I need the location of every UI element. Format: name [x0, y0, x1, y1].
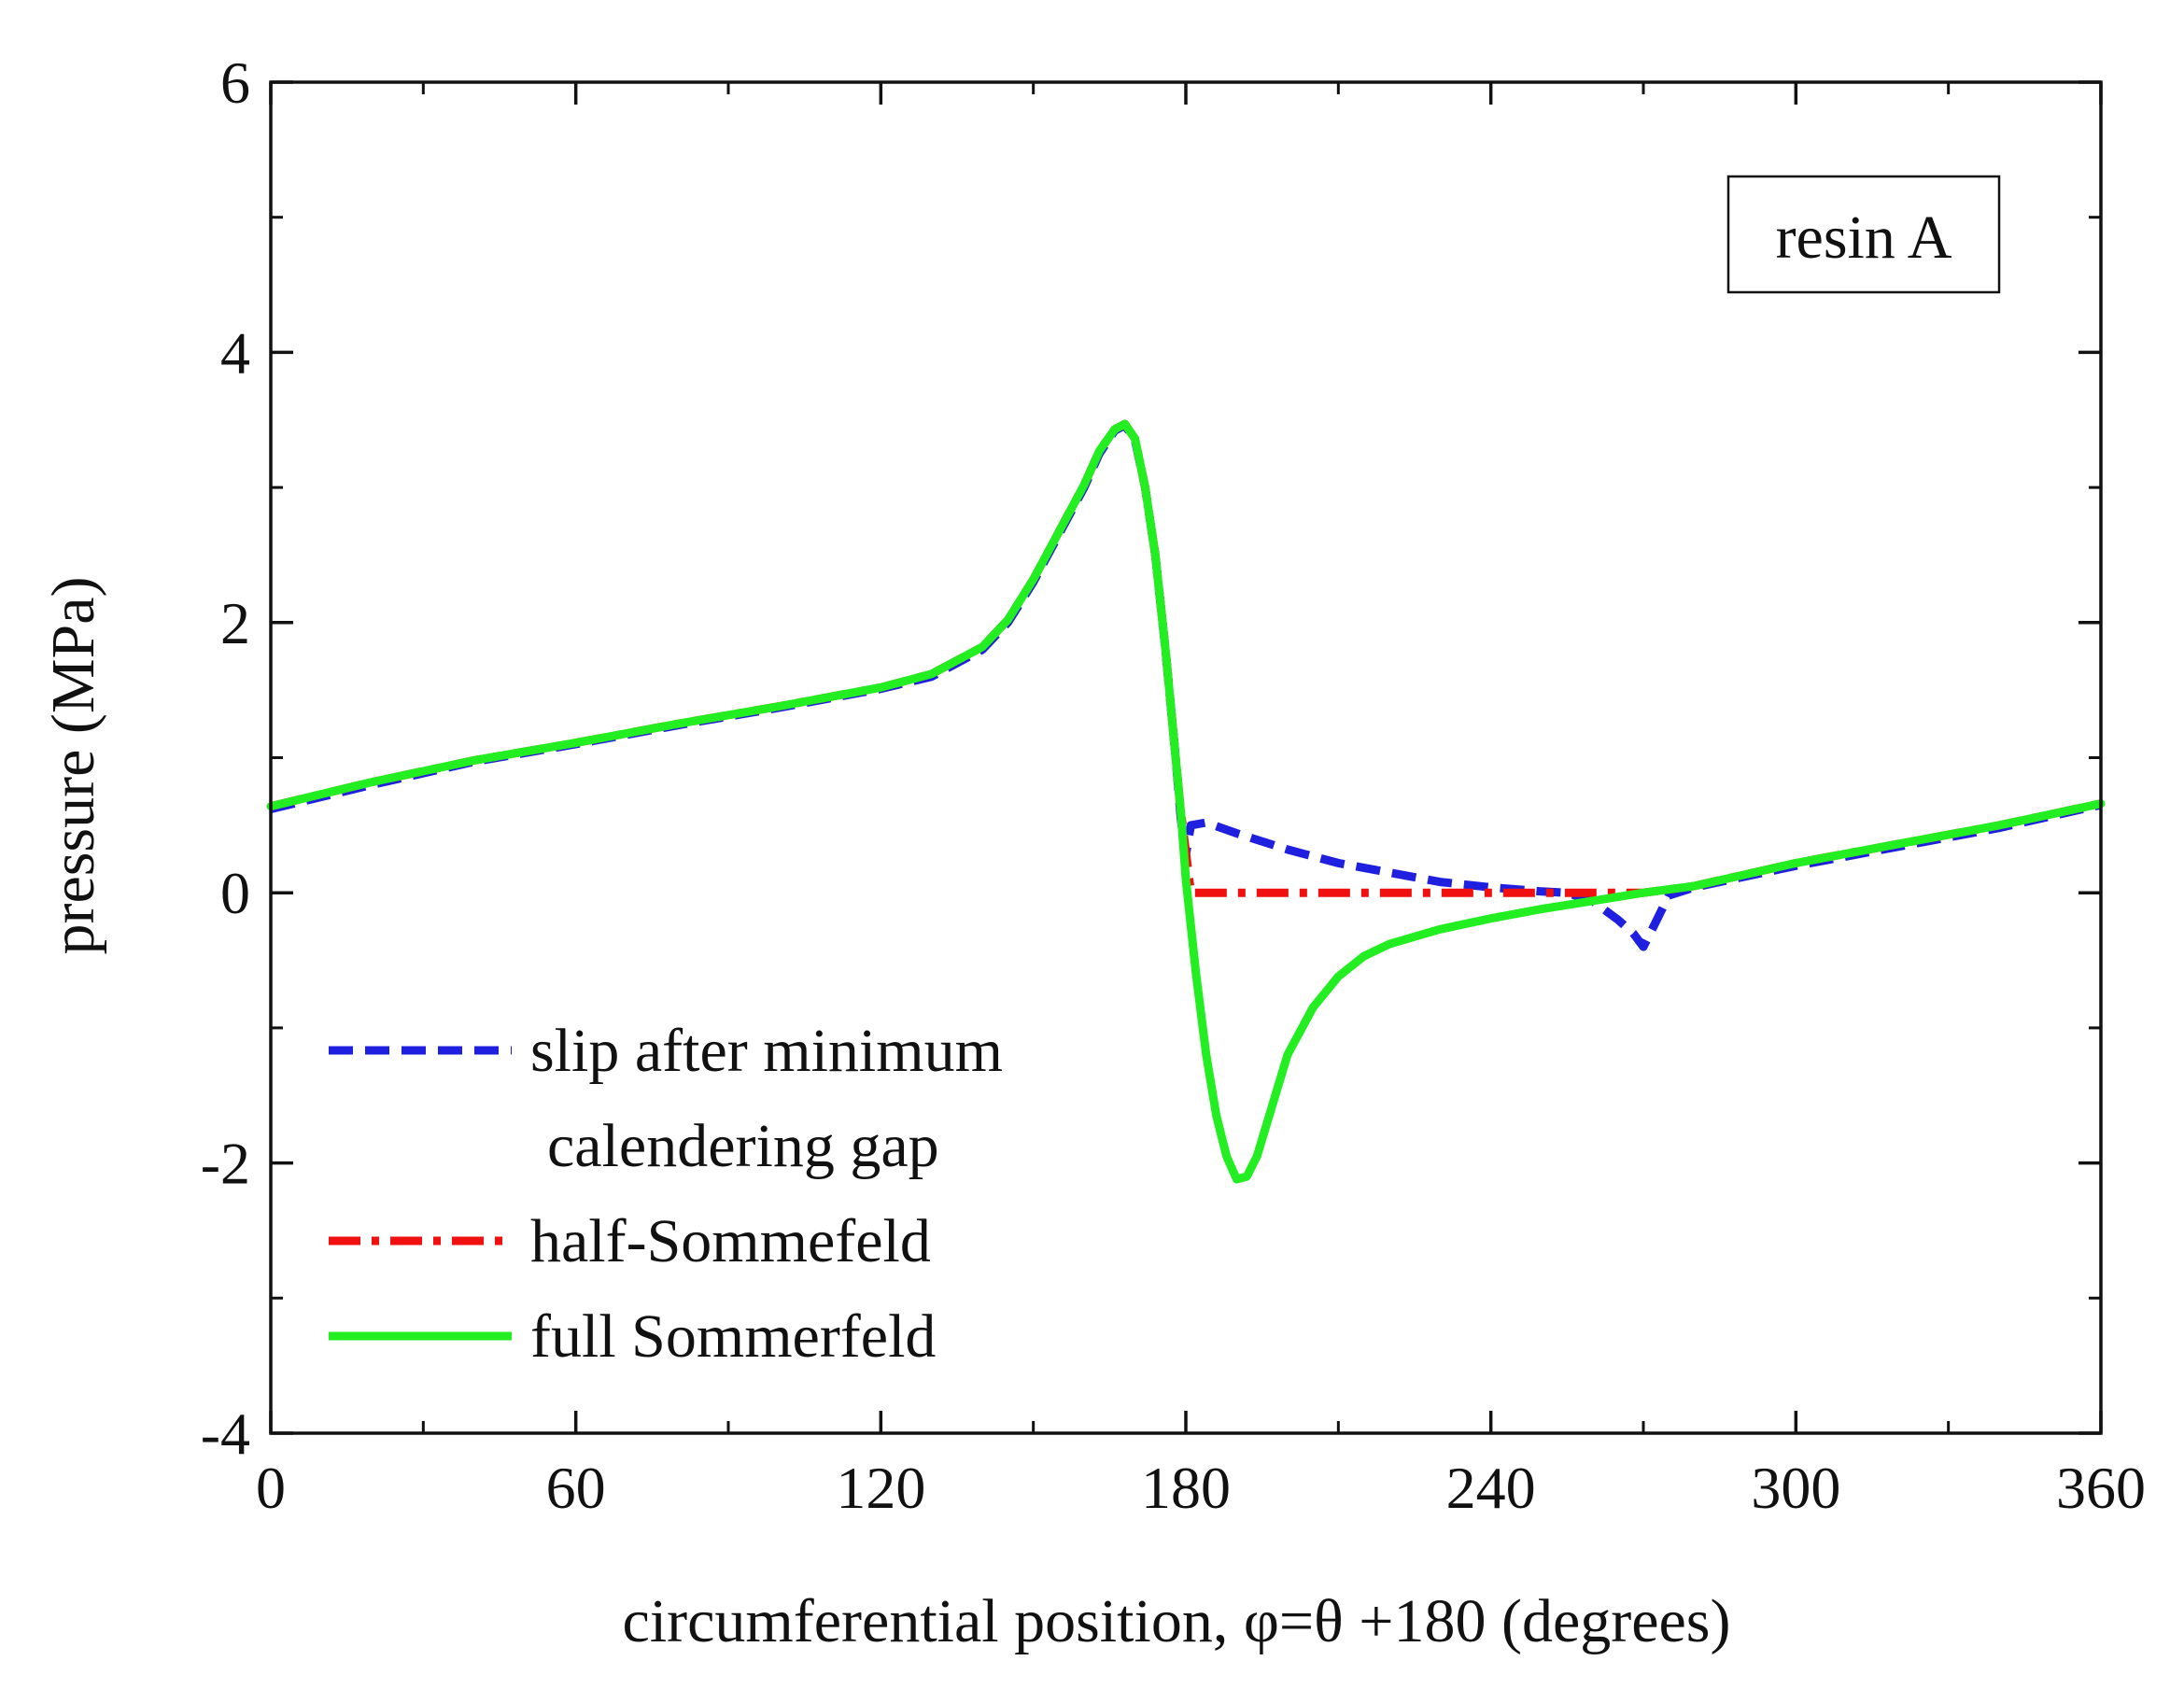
legend-label-3: full Sommerfeld — [530, 1302, 936, 1371]
legend: slip after minimum calendering gap half-So… — [329, 1017, 1003, 1371]
annotation-box: resin A — [1726, 175, 2001, 294]
series-line-3 — [266, 419, 2106, 1184]
annotation-text: resin A — [1776, 204, 1952, 272]
annotation-frame — [1726, 175, 2001, 294]
x-tick-label: 300 — [1751, 1455, 1840, 1521]
y-tick-label: 0 — [220, 860, 250, 926]
x-axis-label: circumferential position, φ=θ +180 (degr… — [623, 1587, 1731, 1655]
series-line-1 — [269, 421, 2102, 951]
legend-label-2: half-Sommefeld — [530, 1207, 931, 1275]
x-tick-label: 240 — [1446, 1455, 1536, 1521]
y-tick-label: 2 — [220, 590, 250, 656]
x-tick-label: 180 — [1141, 1455, 1231, 1521]
y-tick-label: -2 — [201, 1131, 250, 1197]
legend-label-1: slip after minimum — [530, 1017, 1003, 1085]
series-lines — [266, 419, 2106, 1184]
x-tick-label: 120 — [836, 1455, 925, 1521]
plot-frame — [269, 80, 2103, 1435]
y-tick-label: 4 — [220, 319, 250, 386]
x-tick-label: 0 — [256, 1455, 286, 1521]
y-tick-label: 6 — [220, 49, 250, 116]
x-tick-label: 360 — [2056, 1455, 2146, 1521]
y-axis-label: pressure (MPa) — [39, 576, 107, 954]
x-tick-label: 60 — [546, 1455, 606, 1521]
legend-label-1: calendering gap — [547, 1112, 939, 1180]
tick-labels: 0 60 120 180 240 300 360 -4 -2 0 2 4 6 — [201, 49, 2146, 1521]
y-tick-label: -4 — [201, 1400, 250, 1467]
